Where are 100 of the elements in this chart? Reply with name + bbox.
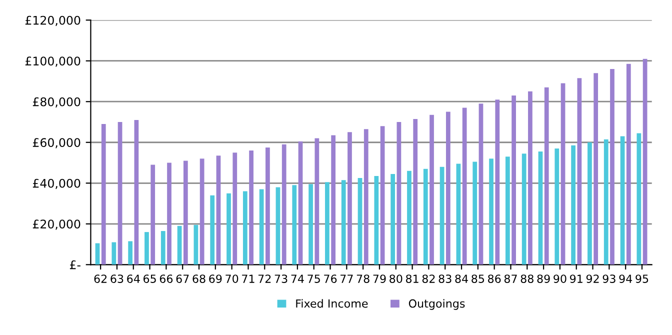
bar: [512, 96, 516, 265]
x-tick-label: 80: [390, 274, 402, 283]
bar: [413, 118, 418, 265]
bar: [210, 195, 215, 265]
bar: [232, 152, 238, 265]
bar: [472, 162, 478, 265]
bar: [150, 164, 156, 265]
bar: [390, 174, 396, 265]
x-tick-label: 89: [537, 274, 550, 283]
bar: [308, 184, 313, 265]
x-tick-label: 64: [127, 274, 140, 283]
bar: [528, 91, 532, 265]
bar: [160, 231, 166, 265]
bar: [423, 168, 428, 265]
y-tick-label: £120,000: [25, 16, 80, 26]
bar: [249, 150, 254, 265]
bar: [101, 124, 106, 265]
bar: [314, 138, 320, 265]
x-tick-label: 73: [274, 274, 288, 283]
x-tick-label: 87: [504, 274, 517, 283]
bar: [407, 170, 412, 265]
x-tick-label: 94: [619, 274, 632, 283]
bar: [177, 226, 182, 265]
bar: [266, 147, 270, 265]
x-tick-label: 92: [586, 274, 599, 283]
bar: [610, 69, 614, 265]
x-tick-label: 69: [209, 274, 222, 283]
x-tick-label: 75: [308, 274, 320, 283]
bar: [456, 164, 461, 265]
x-tick-label: 86: [488, 274, 501, 283]
bar: [216, 156, 221, 265]
x-tick-label: 88: [520, 274, 534, 283]
x-tick-label: 95: [636, 274, 648, 283]
bar: [341, 180, 346, 265]
bar: [554, 148, 560, 265]
bar: [446, 112, 450, 265]
bar: [200, 158, 204, 265]
x-tick-label: 65: [143, 274, 156, 283]
bar: [167, 162, 172, 265]
bar: [118, 122, 122, 265]
bar: [505, 156, 510, 265]
x-tick-label: 93: [602, 274, 616, 283]
x-tick-label: 74: [291, 274, 304, 283]
bar: [331, 135, 336, 265]
x-tick-label: 79: [373, 274, 386, 283]
bar: [478, 104, 484, 265]
x-tick-label: 91: [570, 274, 582, 283]
bar: [348, 132, 352, 265]
bar: [259, 189, 264, 265]
legend-label: Outgoings: [408, 299, 465, 310]
bar: [604, 139, 608, 265]
bar: [620, 136, 625, 265]
bar: [374, 176, 379, 265]
bar: [440, 166, 444, 265]
bar: [560, 83, 566, 265]
bar: [325, 182, 330, 265]
y-tick-label: £40,000: [32, 178, 80, 189]
y-tick-label: £60,000: [32, 138, 80, 148]
y-tick-label: £100,000: [25, 56, 80, 67]
x-tick-label: 72: [258, 274, 271, 283]
y-tick-label: £20,000: [32, 220, 80, 230]
x-tick-label: 68: [192, 274, 206, 283]
bar: [112, 242, 116, 265]
y-tick-label: £-: [70, 260, 80, 270]
bar: [226, 193, 231, 265]
x-tick-label: 85: [472, 274, 484, 283]
bar: [380, 126, 385, 265]
bar: [358, 178, 362, 265]
bar: [642, 58, 648, 265]
x-tick-label: 77: [340, 274, 353, 283]
bar: [594, 73, 598, 265]
bar: [144, 232, 149, 265]
y-tick-label: £80,000: [32, 97, 80, 108]
bar: [430, 114, 434, 265]
bar: [128, 241, 133, 265]
x-tick-label: 78: [356, 274, 370, 283]
x-tick-label: 82: [422, 274, 435, 283]
bar: [495, 100, 500, 265]
x-tick-label: 70: [226, 274, 238, 283]
x-tick-label: 66: [160, 274, 173, 283]
bar: [194, 224, 198, 265]
bar: [242, 191, 248, 265]
x-tick-label: 83: [438, 274, 452, 283]
bar: [183, 160, 188, 265]
x-tick-label: 76: [324, 274, 337, 283]
bar: [298, 141, 303, 265]
bar: [626, 64, 631, 265]
bar: [577, 78, 582, 265]
x-tick-label: 71: [242, 274, 254, 283]
legend-label: Fixed Income: [296, 299, 368, 308]
x-tick-label: 67: [176, 274, 189, 283]
bar: [522, 154, 526, 265]
bar: [276, 187, 280, 265]
bar: [282, 144, 286, 265]
x-tick-label: 62: [94, 274, 107, 283]
bar: [396, 122, 402, 265]
x-tick-label: 84: [455, 274, 468, 283]
x-tick-label: 90: [554, 274, 566, 283]
bar: [538, 152, 543, 265]
bar: [364, 129, 368, 265]
